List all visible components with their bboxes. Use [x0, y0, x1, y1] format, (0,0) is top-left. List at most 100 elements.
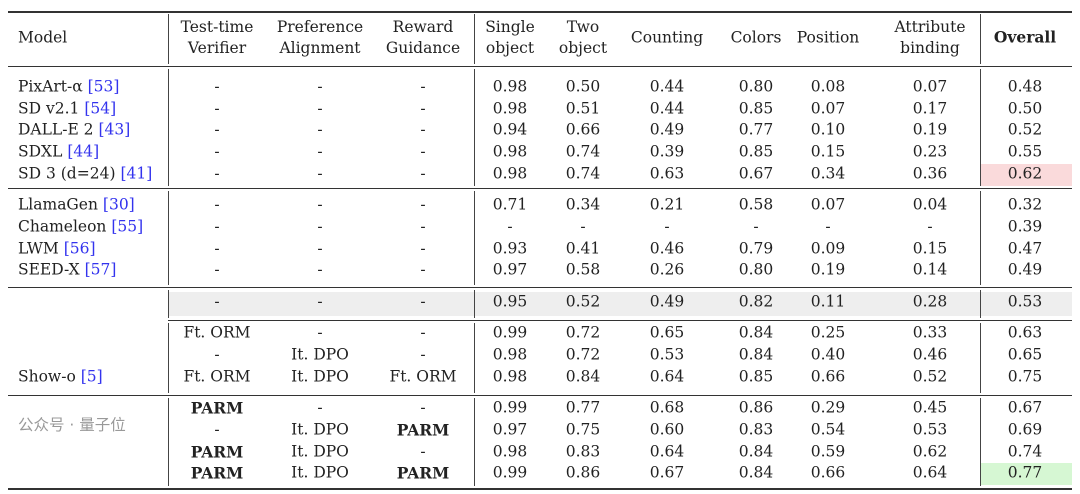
table-cell: 0.84 — [738, 442, 774, 461]
table-cell: 0.95 — [492, 292, 528, 311]
table-cell: 0.51 — [565, 99, 601, 118]
column-divider — [168, 191, 170, 285]
table-cell: 0.83 — [565, 442, 601, 461]
table-cell: PARM — [396, 420, 450, 440]
table-cell: - — [420, 120, 426, 139]
table-cell: 0.82 — [738, 292, 774, 311]
table-cell: - — [420, 345, 426, 364]
citation-link[interactable]: [55] — [111, 217, 144, 236]
table-cell: 0.14 — [912, 260, 948, 279]
column-divider — [980, 69, 982, 186]
table-cell: 0.04 — [912, 195, 948, 214]
citation-link[interactable]: [54] — [84, 99, 117, 118]
table-cell: - — [214, 292, 220, 311]
model-label: LlamaGen — [18, 195, 98, 214]
citation-link[interactable]: [43] — [98, 120, 131, 139]
column-header: Overall — [993, 27, 1057, 47]
citation-link[interactable]: [53] — [87, 77, 120, 96]
table-cell: 0.99 — [492, 323, 528, 342]
table-cell: 0.55 — [1007, 142, 1043, 161]
table-cell: - — [927, 217, 933, 236]
table-cell: 0.36 — [912, 164, 948, 183]
table-cell: 0.29 — [810, 398, 846, 417]
table-cell: - — [420, 398, 426, 417]
table-cell: 0.65 — [649, 323, 685, 342]
table-cell: 0.79 — [738, 239, 774, 258]
table-cell: 0.08 — [810, 77, 846, 96]
table-cell: 0.52 — [912, 367, 948, 386]
table-cell: It. DPO — [291, 345, 349, 364]
table-cell: - — [753, 217, 759, 236]
table-cell: 0.94 — [492, 120, 528, 139]
table-cell: It. DPO — [291, 367, 349, 386]
citation-link[interactable]: [57] — [84, 260, 117, 279]
cell-highlight — [980, 463, 1072, 485]
column-divider — [168, 69, 170, 186]
table-cell: 0.84 — [565, 367, 601, 386]
column-divider — [168, 14, 170, 64]
horizontal-rule — [8, 11, 1072, 13]
table-cell: 0.77 — [738, 120, 774, 139]
table-cell: - — [580, 217, 586, 236]
table-cell: 0.52 — [565, 292, 601, 311]
table-cell: - — [214, 217, 220, 236]
model-name: DALL-E 2 [43] — [18, 122, 130, 138]
table-cell: 0.97 — [492, 260, 528, 279]
table-cell: - — [317, 99, 323, 118]
table-cell: 0.80 — [738, 77, 774, 96]
table-cell: 0.85 — [738, 142, 774, 161]
table-cell: - — [317, 292, 323, 311]
table-cell: 0.53 — [1007, 292, 1043, 311]
table-cell: - — [317, 260, 323, 279]
table-cell: - — [214, 164, 220, 183]
column-header: Preference Alignment — [276, 18, 364, 57]
table-cell: 0.85 — [738, 367, 774, 386]
model-label: PixArt-α — [18, 77, 83, 96]
table-cell: - — [420, 442, 426, 461]
model-name: SEED-X [57] — [18, 262, 116, 278]
column-divider — [474, 69, 476, 186]
citation-link[interactable]: [5] — [80, 367, 103, 386]
citation-link[interactable]: [56] — [63, 239, 96, 258]
citation-link[interactable]: [30] — [102, 195, 135, 214]
table-cell: 0.50 — [565, 77, 601, 96]
table-cell: - — [420, 77, 426, 96]
column-divider — [980, 191, 982, 285]
model-name: SDXL [44] — [18, 144, 99, 160]
table-cell: 0.33 — [912, 323, 948, 342]
table-cell: 0.86 — [565, 463, 601, 482]
rule-partial — [168, 320, 1072, 322]
column-header: Model — [18, 28, 68, 47]
horizontal-rule — [8, 395, 1072, 397]
column-divider — [474, 290, 476, 318]
table-cell: 0.75 — [565, 420, 601, 439]
model-name: SD v2.1 [54] — [18, 101, 116, 117]
table-cell: 0.84 — [738, 345, 774, 364]
cell-highlight — [980, 164, 1072, 186]
table-cell: 0.47 — [1007, 239, 1043, 258]
table-cell: 0.11 — [810, 292, 846, 311]
table-cell: 0.23 — [912, 142, 948, 161]
table-cell: 0.74 — [565, 164, 601, 183]
table-cell: 0.09 — [810, 239, 846, 258]
column-header: Colors — [730, 28, 782, 47]
citation-link[interactable]: [44] — [67, 142, 100, 161]
table-cell: PARM — [190, 398, 244, 418]
model-label: SD v2.1 — [18, 99, 80, 118]
table-cell: 0.68 — [649, 398, 685, 417]
table-cell: 0.69 — [1007, 420, 1043, 439]
table-cell: 0.44 — [649, 77, 685, 96]
table-cell: 0.07 — [912, 77, 948, 96]
table-cell: 0.50 — [1007, 99, 1043, 118]
column-divider — [168, 323, 170, 393]
table-cell: 0.98 — [492, 164, 528, 183]
table-cell: 0.63 — [649, 164, 685, 183]
cell-highlight — [168, 292, 1072, 316]
citation-link[interactable]: [41] — [120, 164, 153, 183]
table-cell: 0.98 — [492, 345, 528, 364]
table-cell: - — [214, 195, 220, 214]
horizontal-rule — [8, 488, 1072, 490]
column-divider — [474, 398, 476, 486]
table-cell: 0.19 — [810, 260, 846, 279]
table-cell: 0.72 — [565, 323, 601, 342]
